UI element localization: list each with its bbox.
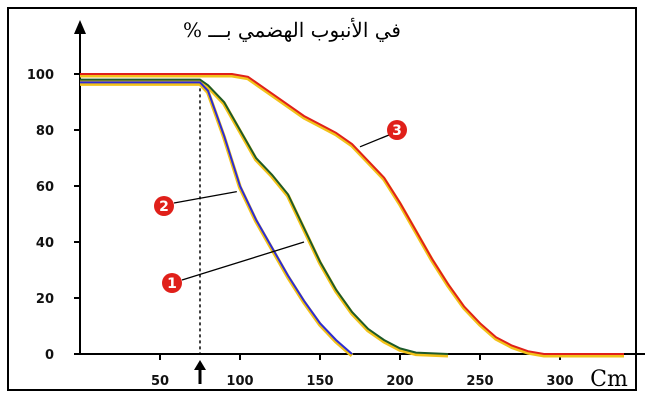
series-1-badge [162,273,182,293]
y-tick-label: 0 [45,348,54,363]
x-tick-label: 200 [386,374,413,389]
x-tick-label: 50 [151,374,169,389]
x-axis-unit: Cm [590,367,628,392]
series-2-line [80,78,449,355]
series-1-line [80,81,353,355]
x-tick-label: 300 [546,374,573,389]
series-3-line [80,73,624,355]
series-2-badge [154,196,174,216]
y-tick-label: 20 [36,292,54,307]
y-tick-label: 40 [36,236,54,251]
chart-frame [7,7,637,391]
y-tick-label: 100 [27,68,54,83]
series-3-leader [359,134,390,148]
series-2-leader [173,190,237,204]
x-tick-label: 250 [466,374,493,389]
x-tick-label: 150 [306,374,333,389]
chart-title: في الأنبوب الهضمي بـــ % [183,17,401,42]
y-axis-arrow [74,20,86,34]
x-tick-label: 100 [226,374,253,389]
y-tick-label: 80 [36,124,54,139]
series-2-badge-label: 2 [159,199,169,215]
series-1-leader [181,241,305,281]
series-3-badge [387,120,407,140]
series-3-badge-label: 3 [392,123,402,139]
y-tick-label: 60 [36,180,54,195]
marker-arrow-head [194,360,206,370]
plot-area: 0 20 40 60 80 100 50 100 150 200 250 300 1 2 3 [27,20,645,389]
series-1-badge-label: 1 [167,276,177,292]
